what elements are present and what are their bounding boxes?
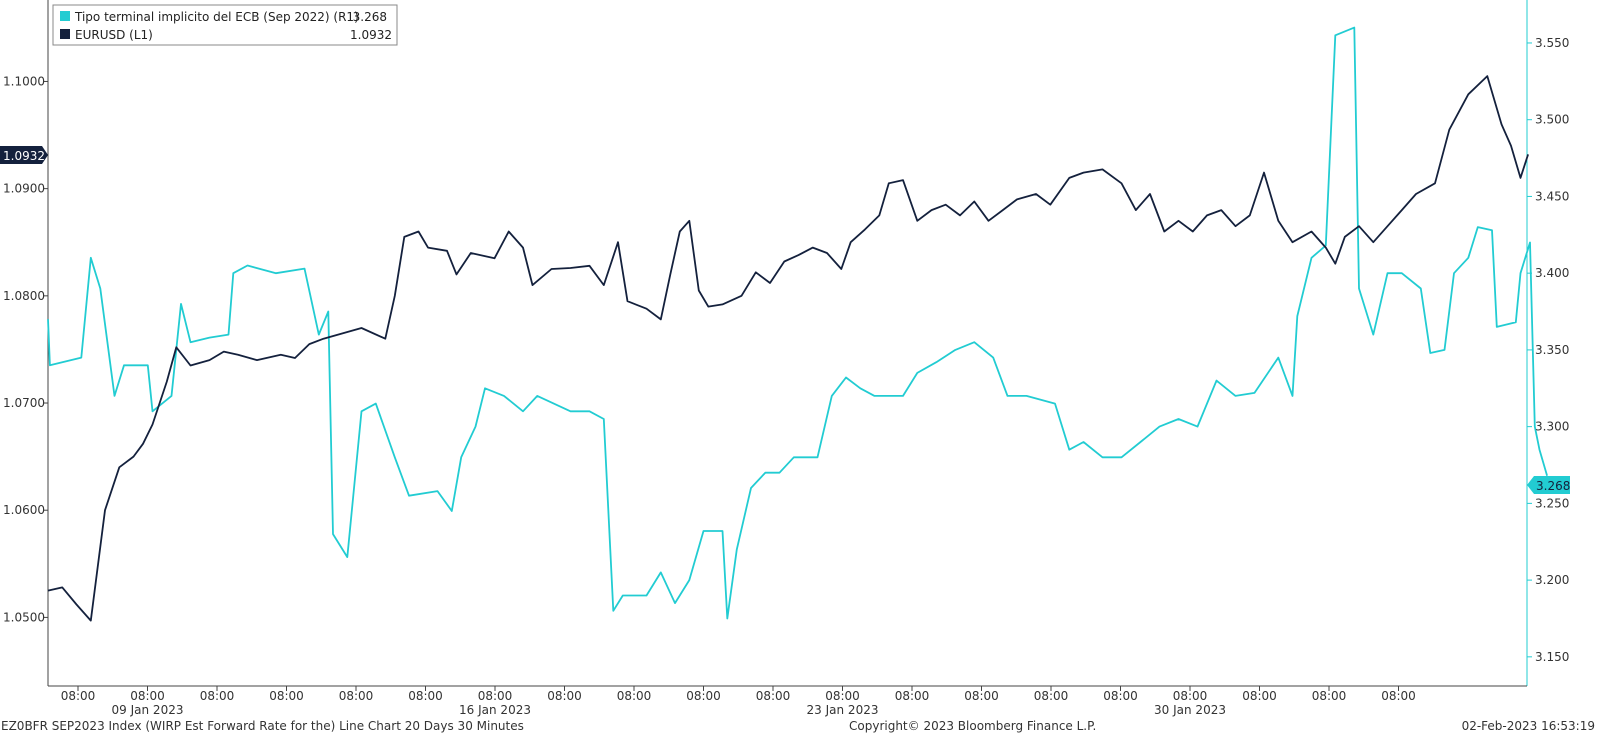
- legend-label-eurusd: EURUSD (L1): [75, 28, 153, 42]
- x-tick-label: 08:00: [1242, 689, 1277, 703]
- left-tick-label: 1.0600: [3, 503, 45, 517]
- current-value-tag-eurusd: 1.0932: [0, 146, 48, 164]
- x-tick-label: 08:00: [130, 689, 165, 703]
- x-tick-label: 08:00: [478, 689, 513, 703]
- ecb-series-line: [47, 26, 1548, 620]
- right-tick-label: 3.400: [1535, 266, 1569, 280]
- right-tick-label: 3.300: [1535, 420, 1569, 434]
- left-tick-label: 1.0500: [3, 610, 45, 624]
- x-tick-label: 08:00: [825, 689, 860, 703]
- current-value-tag-eurusd-shape: [0, 146, 48, 164]
- footer-copyright: Copyright© 2023 Bloomberg Finance L.P.: [849, 719, 1096, 733]
- right-tick-label: 3.550: [1535, 36, 1569, 50]
- x-tick-label: 08:00: [408, 689, 443, 703]
- right-tick-label: 3.450: [1535, 189, 1569, 203]
- x-tick-label: 08:00: [1034, 689, 1069, 703]
- x-date-label: 23 Jan 2023: [807, 703, 879, 717]
- x-tick-label: 08:00: [686, 689, 721, 703]
- x-date-label: 16 Jan 2023: [459, 703, 531, 717]
- x-tick-label: 08:00: [269, 689, 304, 703]
- legend-value-ecb: 3.268: [353, 10, 387, 24]
- right-tick-labels: 3.150 3.200 3.250 3.300 3.350 3.400 3.450 3.500…: [1527, 36, 1569, 664]
- x-tick-label: 08:00: [61, 689, 96, 703]
- current-value-tag-ecb: 3.268: [1527, 476, 1570, 494]
- x-tick-label: 08:00: [1312, 689, 1347, 703]
- footer-source: EZ0BFR SEP2023 Index (WIRP Est Forward R…: [1, 719, 524, 733]
- x-tick-labels: 08:00 08:00 08:00 08:00 08:00 08:00 08:00 08:00…: [61, 686, 1416, 703]
- right-tick-label: 3.350: [1535, 343, 1569, 357]
- x-tick-label: 08:00: [1173, 689, 1208, 703]
- right-tick-label: 3.500: [1535, 113, 1569, 127]
- current-value-tag-ecb-shape: [1527, 476, 1570, 494]
- legend: Tipo terminal implicito del ECB (Sep 202…: [52, 4, 398, 46]
- x-tick-label: 08:00: [1103, 689, 1138, 703]
- legend-swatch-eurusd: [60, 29, 70, 39]
- left-tick-label: 1.0900: [3, 182, 45, 196]
- x-tick-label: 08:00: [895, 689, 930, 703]
- x-tick-label: 08:00: [339, 689, 374, 703]
- x-date-label: 30 Jan 2023: [1154, 703, 1226, 717]
- legend-label-ecb: Tipo terminal implicito del ECB (Sep 202…: [74, 10, 359, 24]
- x-date-label: 09 Jan 2023: [112, 703, 184, 717]
- current-value-tag-eurusd-text: 1.0932: [3, 149, 45, 163]
- x-date-labels: 09 Jan 2023 16 Jan 2023 23 Jan 2023 30 Jan …: [112, 703, 1226, 717]
- right-tick-label: 3.150: [1535, 650, 1569, 664]
- x-tick-label: 08:00: [547, 689, 582, 703]
- left-tick-label: 1.1000: [3, 74, 45, 88]
- left-tick-label: 1.0800: [3, 289, 45, 303]
- left-tick-label: 1.0700: [3, 396, 45, 410]
- legend-value-eurusd: 1.0932: [350, 28, 392, 42]
- x-tick-label: 08:00: [964, 689, 999, 703]
- right-tick-label: 3.250: [1535, 496, 1569, 510]
- legend-swatch-ecb: [60, 11, 70, 21]
- x-tick-label: 08:00: [200, 689, 235, 703]
- x-tick-label: 08:00: [756, 689, 791, 703]
- x-tick-label: 08:00: [1381, 689, 1416, 703]
- series-layer: [47, 26, 1548, 622]
- legend-box: [52, 4, 398, 46]
- current-value-tag-ecb-text: 3.268: [1536, 479, 1570, 493]
- left-tick-labels: 1.0500 1.0600 1.0700 1.0800 1.0900 1.1000: [3, 74, 48, 624]
- x-tick-label: 08:00: [617, 689, 652, 703]
- footer-timestamp: 02-Feb-2023 16:53:19: [1462, 719, 1595, 733]
- eurusd-series-line: [47, 75, 1529, 622]
- right-tick-label: 3.200: [1535, 573, 1569, 587]
